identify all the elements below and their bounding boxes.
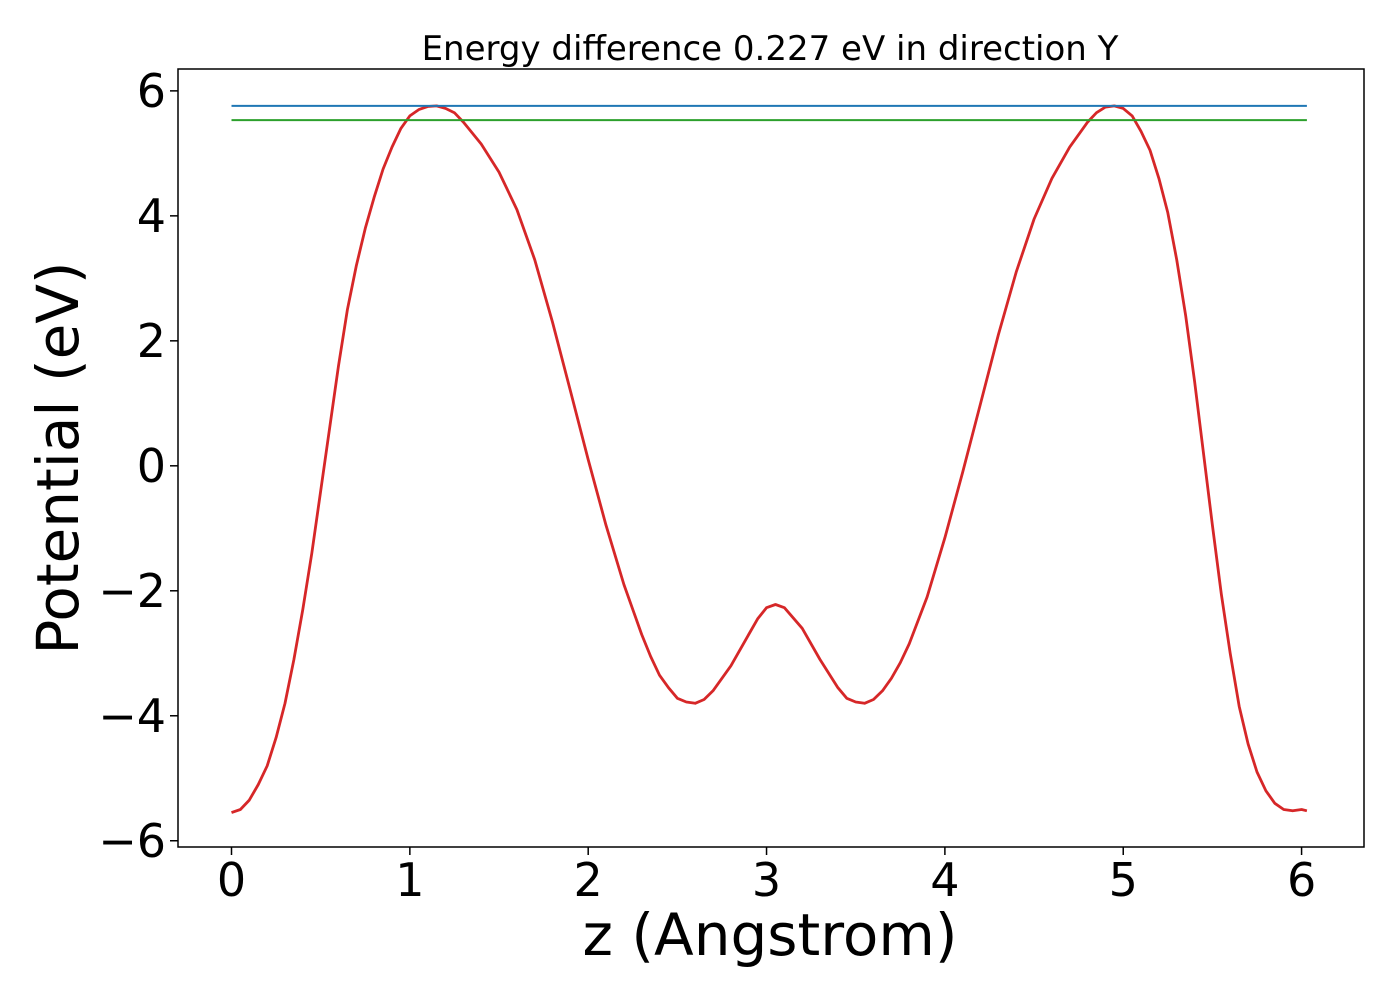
y-tick-label: 6 <box>137 64 166 118</box>
y-tick-label: −6 <box>98 814 166 868</box>
x-tick-label: 6 <box>1287 853 1316 907</box>
x-axis-label: z (Angstrom) <box>583 901 958 969</box>
y-tick-label: −4 <box>98 689 166 743</box>
x-tick-label: 4 <box>930 853 959 907</box>
x-axis: 0 1 2 3 4 5 6 <box>217 847 1316 907</box>
plot-area <box>231 104 1308 814</box>
y-axis: −6 −4 −2 0 2 4 6 <box>98 64 178 868</box>
y-tick-label: 2 <box>137 314 166 368</box>
x-tick-label: 3 <box>752 853 781 907</box>
y-axis-label: Potential (eV) <box>24 261 92 654</box>
y-tick-label: −2 <box>98 564 166 618</box>
x-tick-label: 2 <box>574 853 603 907</box>
y-tick-label: 0 <box>137 439 166 493</box>
series-line-0 <box>231 104 1308 814</box>
y-tick-label: 4 <box>137 189 166 243</box>
x-tick-label: 1 <box>395 853 424 907</box>
axes-frame <box>177 68 1365 848</box>
x-tick-label: 0 <box>217 853 246 907</box>
chart-title: Energy difference 0.227 eV in direction … <box>422 29 1119 69</box>
x-tick-label: 5 <box>1109 853 1138 907</box>
